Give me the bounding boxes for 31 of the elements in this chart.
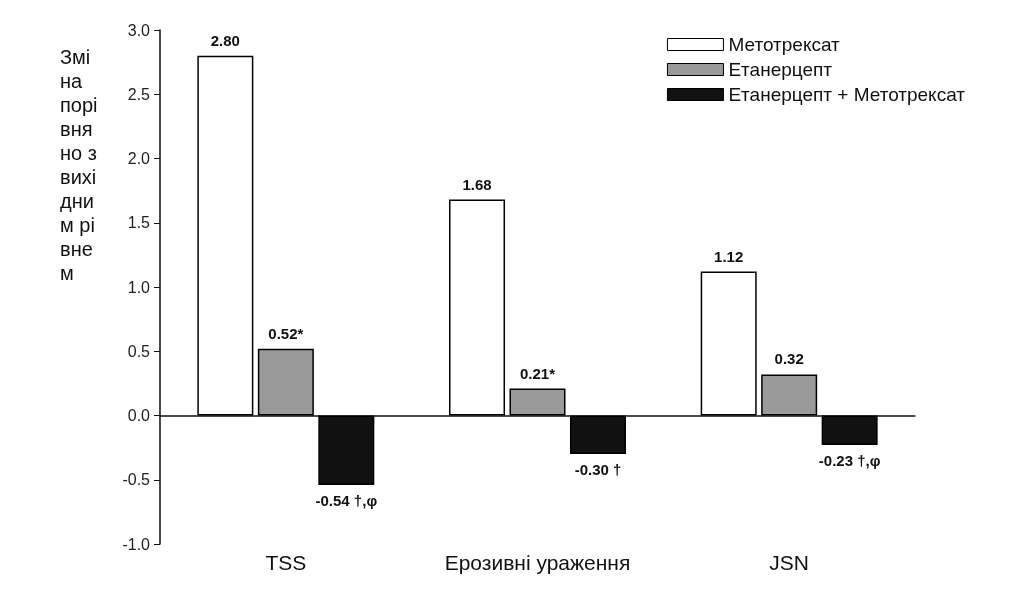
x-tick-label: Ерозивні ураження — [444, 551, 631, 574]
y-tick-label: 2.0 — [127, 150, 151, 167]
data-label: 1.12 — [714, 247, 744, 265]
y-tick-label: 0.0 — [127, 407, 151, 424]
data-label: 0.52* — [268, 324, 304, 342]
data-label: 0.32 — [774, 350, 804, 368]
x-tick-label: TSS — [265, 551, 307, 574]
data-label: 2.80 — [210, 31, 240, 49]
legend-label: Метотрексат — [728, 34, 841, 55]
y-tick-label: 3.0 — [127, 21, 151, 39]
legend-label: Етанерцепт + Метотрексат — [728, 84, 966, 105]
bar — [449, 199, 506, 416]
y-tick-label: 2.5 — [127, 85, 151, 103]
data-label: -0.30 † — [574, 461, 622, 479]
y-tick-label: -0.5 — [122, 471, 151, 489]
data-label: 0.21* — [519, 364, 556, 382]
text: Зміна порівняно з вихідним рівнем — [60, 46, 98, 284]
data-label: 1.68 — [462, 175, 492, 193]
y-tick-label: 0.5 — [127, 342, 151, 360]
y-tick-label: 1.0 — [127, 278, 151, 296]
bar — [197, 55, 254, 416]
x-tick-label: JSN — [769, 551, 810, 574]
y-tick-label: 1.5 — [127, 214, 151, 232]
y-tick-label: -1.0 — [122, 535, 151, 553]
legend-label: Етанерцепт — [728, 59, 833, 80]
data-label: -0.54 †,φ — [315, 491, 378, 509]
bar — [257, 348, 314, 416]
bar — [700, 271, 757, 416]
data-label: -0.23 †,φ — [818, 452, 881, 470]
bar — [761, 374, 818, 416]
bar — [509, 388, 566, 416]
